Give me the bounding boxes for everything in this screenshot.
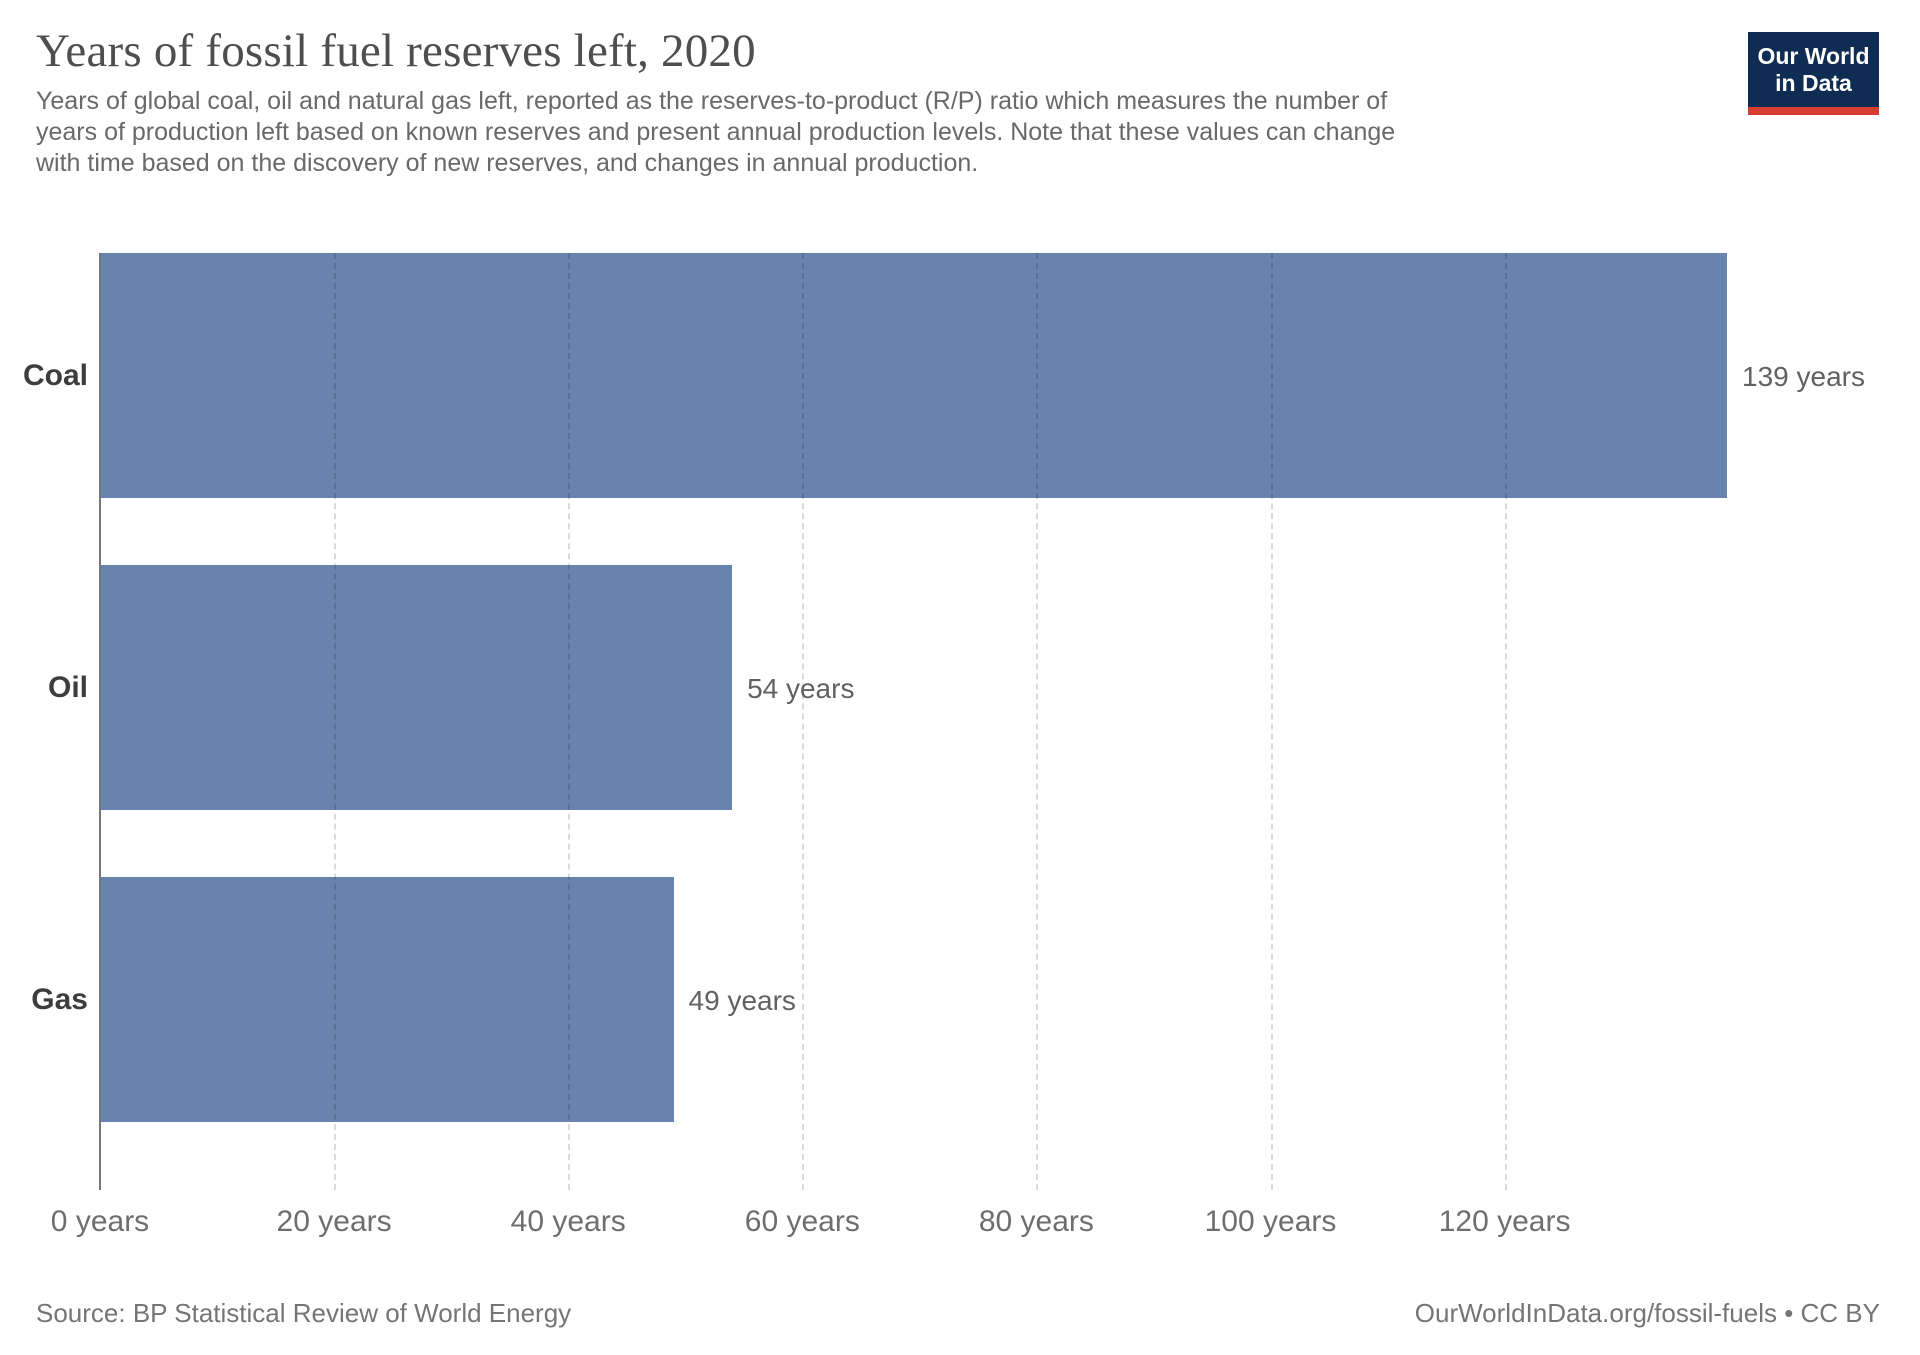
owid-logo-line2: in Data (1775, 69, 1852, 96)
gridline-60 (802, 253, 805, 1190)
footer-credit: OurWorldInData.org/fossil-fuels • CC BY (1414, 1298, 1880, 1328)
owid-logo-red-bar (1748, 107, 1879, 115)
x-tick-label-20: 20 years (276, 1205, 392, 1238)
value-label-coal: 139 years (1742, 360, 1865, 392)
value-label-oil: 54 years (747, 672, 855, 704)
footer-source: Source: BP Statistical Review of World E… (36, 1298, 572, 1328)
gridline-100 (1270, 253, 1273, 1190)
x-tick-label-120: 120 years (1438, 1205, 1571, 1238)
gridline-20 (334, 253, 337, 1190)
bar-coal (100, 253, 1727, 498)
value-label-gas: 49 years (688, 984, 796, 1016)
y-axis-line (99, 253, 101, 1190)
x-tick-label-80: 80 years (978, 1205, 1094, 1238)
page-subtitle: Years of global coal, oil and natural ga… (36, 87, 1396, 177)
owid-logo-line1: Our World (1757, 42, 1870, 69)
bar-oil (100, 565, 733, 810)
x-tick-label-60: 60 years (744, 1205, 860, 1238)
gridline-80 (1036, 253, 1039, 1190)
category-label-gas: Gas (31, 982, 88, 1016)
owid-logo: Our World in Data (1748, 32, 1879, 115)
category-label-coal: Coal (22, 358, 88, 392)
gridline-120 (1504, 253, 1507, 1190)
category-label-oil: Oil (47, 670, 88, 704)
page-title: Years of fossil fuel reserves left, 2020 (36, 25, 756, 77)
owid-logo-navy-box: Our World in Data (1748, 32, 1879, 107)
x-tick-label-40: 40 years (510, 1205, 626, 1238)
bar-gas (100, 877, 674, 1122)
x-tick-label-100: 100 years (1204, 1205, 1337, 1238)
gridline-40 (568, 253, 571, 1190)
x-tick-label-0: 0 years (50, 1205, 150, 1238)
